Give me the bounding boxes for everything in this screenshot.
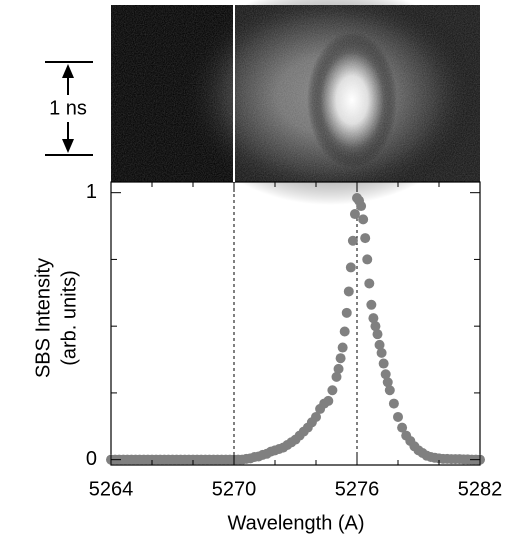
- data-point: [323, 395, 334, 406]
- data-point: [378, 358, 389, 369]
- data-point: [372, 329, 383, 340]
- data-point: [384, 385, 395, 396]
- data-point: [364, 278, 375, 289]
- x-tick-label: 5270: [212, 478, 257, 500]
- data-point: [370, 321, 381, 332]
- x-axis-label: Wavelength (A): [227, 512, 364, 534]
- data-point: [345, 262, 356, 273]
- data-point: [341, 307, 352, 318]
- plot-frame: [110, 181, 481, 466]
- data-point: [358, 214, 369, 225]
- data-point: [388, 398, 399, 409]
- data-point: [343, 286, 354, 297]
- data-point: [382, 377, 393, 388]
- data-point: [360, 233, 371, 244]
- data-point: [374, 339, 385, 350]
- x-tick-label: 5264: [89, 478, 134, 500]
- x-tick-label: 5282: [458, 478, 503, 500]
- data-point: [311, 411, 321, 422]
- data-point: [349, 209, 360, 220]
- data-point: [362, 254, 373, 265]
- data-point: [380, 369, 391, 380]
- data-point: [339, 326, 350, 337]
- data-point: [356, 201, 367, 212]
- data-point: [376, 347, 387, 358]
- data-point: [366, 299, 377, 310]
- data-point: [397, 422, 408, 433]
- data-point: [393, 411, 403, 422]
- data-point: [327, 385, 338, 396]
- y-tick-label: 1: [86, 181, 97, 203]
- data-point: [368, 313, 379, 324]
- y-axis-label: SBS Intensity: [32, 258, 54, 378]
- data-point: [337, 342, 348, 353]
- data-point: [335, 353, 346, 364]
- data-point: [347, 235, 358, 246]
- x-tick-label: 5276: [335, 478, 380, 500]
- data-point: [331, 371, 342, 382]
- scale-bar: [45, 61, 93, 156]
- data-point: [333, 363, 344, 374]
- streak-image: [111, 0, 480, 205]
- streak-label: 1 ns: [49, 97, 87, 119]
- y-tick-label: 0: [86, 448, 97, 470]
- y-axis-label: (arb. units): [58, 270, 80, 366]
